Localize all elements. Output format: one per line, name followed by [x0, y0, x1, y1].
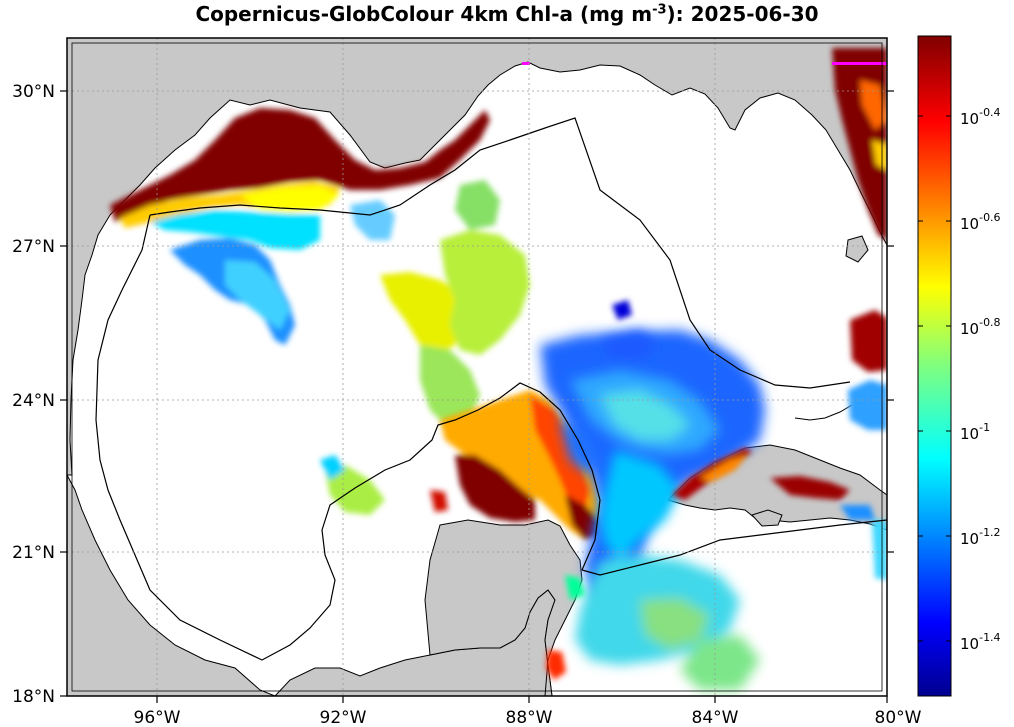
land-small-island: [845, 235, 869, 263]
lat-tick-label: 21°N: [12, 543, 55, 563]
land-mexico: [67, 474, 276, 696]
eez-boundary-mexico-cuba: [581, 519, 887, 576]
title-prefix: Copernicus-GlobColour 4km Chl-a (mg m: [195, 2, 653, 26]
colorbar-label: 10-1.4: [960, 631, 1001, 653]
colorbar-label: 10-0.6: [960, 211, 1001, 233]
title-suffix: ): 2025-06-30: [666, 2, 819, 26]
land-isla-juventud: [751, 509, 783, 527]
lon-tick-label: 96°W: [134, 708, 181, 727]
lon-tick-label: 84°W: [692, 708, 739, 727]
lon-tick-label: 92°W: [320, 708, 367, 727]
colorbar-gradient: [917, 35, 952, 697]
map-frame-outer: [66, 37, 888, 697]
title-exponent: -3: [652, 2, 667, 18]
lon-tick-label: 80°W: [875, 708, 922, 727]
latitude-labels: 30°N 27°N 24°N 21°N 18°N: [12, 82, 55, 707]
map-frame-inner: [71, 42, 883, 692]
magenta-marker-north: [522, 62, 530, 65]
lat-tick-label: 18°N: [12, 687, 55, 707]
colorbar: 10-0.4 10-0.6 10-0.8 10-1 10-1.2 10-1.4: [917, 35, 1001, 697]
colorbar-label: 10-0.8: [960, 316, 1001, 338]
eez-boundary-us-cuba: [149, 117, 851, 389]
map-grid: [67, 38, 887, 696]
colorbar-label: 10-0.4: [960, 106, 1001, 128]
map-ticks: [60, 90, 894, 703]
eez-boundary-us-mexico: [95, 214, 601, 661]
colorbar-label: 10-1: [960, 421, 990, 443]
colorbar-label: 10-1.2: [960, 526, 1001, 548]
lat-tick-label: 24°N: [12, 391, 55, 411]
lat-tick-label: 30°N: [12, 82, 55, 102]
map-title: Copernicus-GlobColour 4km Chl-a (mg m-3)…: [0, 2, 1014, 26]
land-florida-keys: [794, 404, 853, 421]
lon-tick-label: 88°W: [506, 708, 553, 727]
lat-tick-label: 27°N: [12, 237, 55, 257]
land-north-america: [67, 38, 887, 476]
longitude-labels: 96°W 92°W 88°W 84°W 80°W: [134, 708, 922, 727]
magenta-marker-florida: [832, 62, 887, 65]
map-area: [67, 38, 887, 696]
